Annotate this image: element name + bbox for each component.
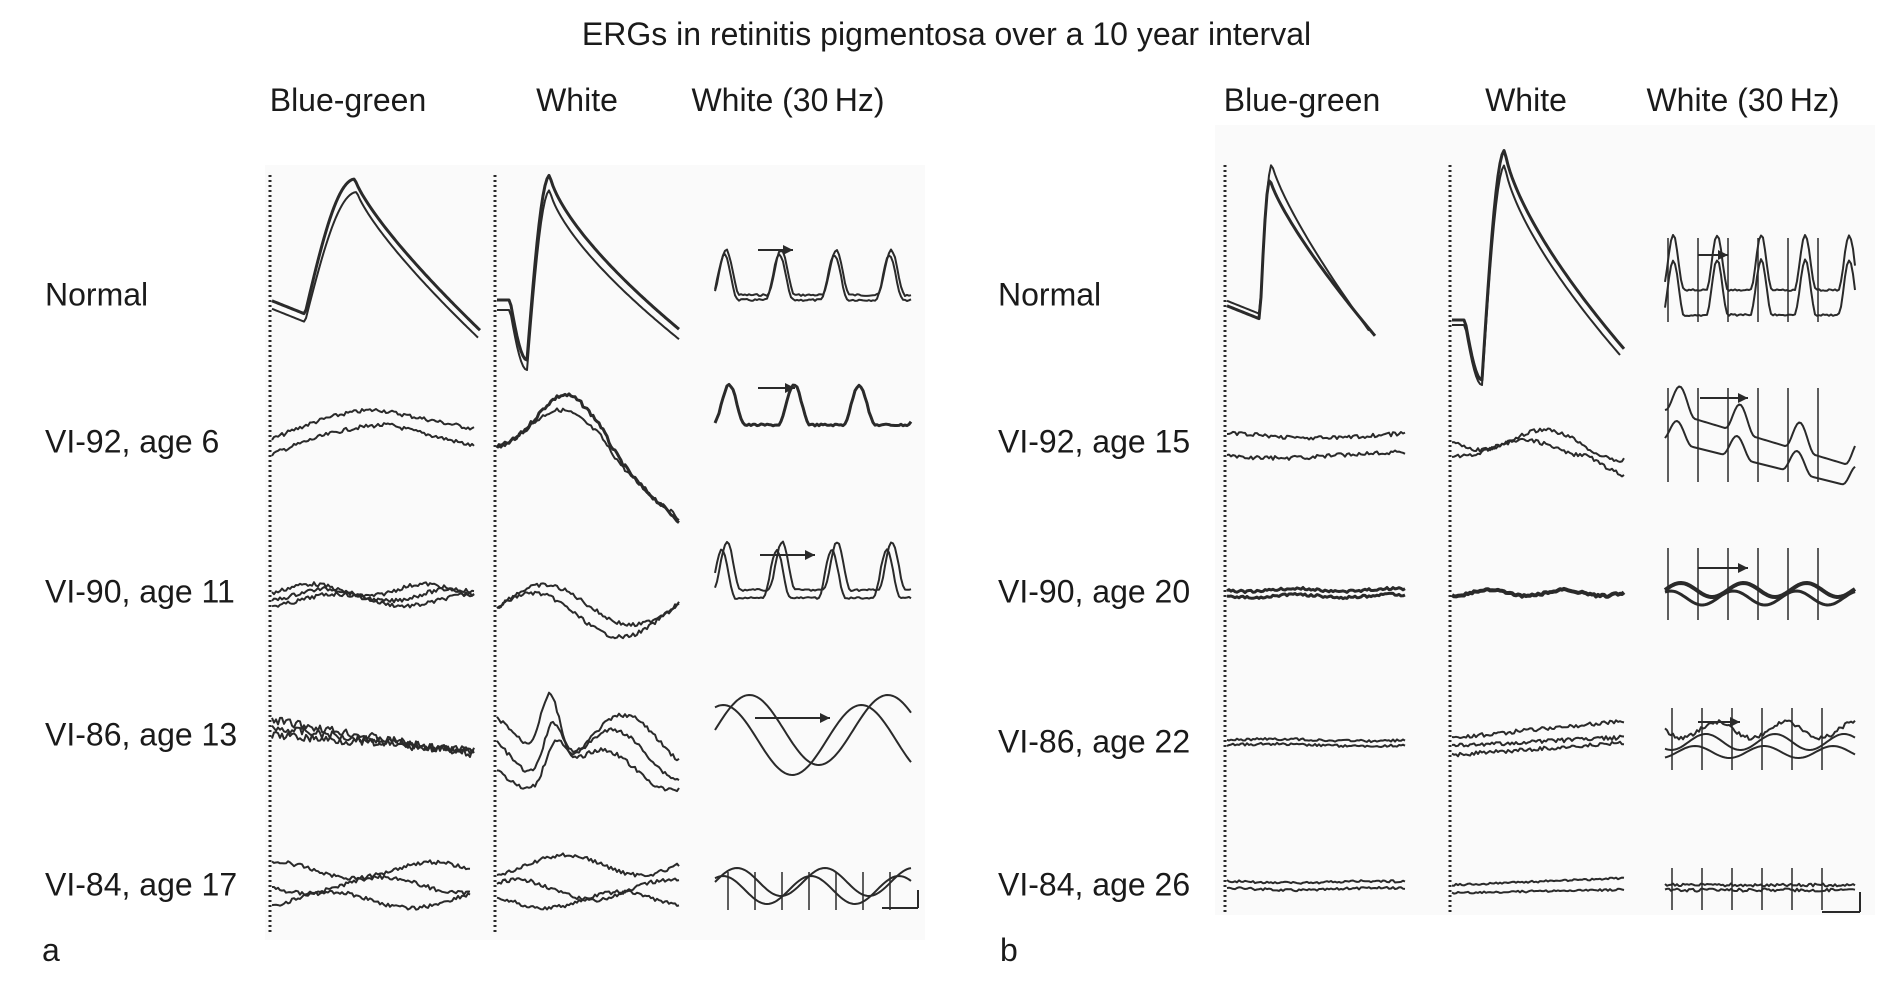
panel-b-column-white: White bbox=[1485, 82, 1567, 118]
panel-b-row-label: VI-90, age 20 bbox=[998, 573, 1191, 610]
erg-trace bbox=[714, 248, 912, 297]
erg-trace bbox=[271, 716, 475, 758]
erg-trace bbox=[496, 720, 680, 781]
erg-trace bbox=[496, 582, 680, 628]
erg-trace bbox=[1664, 385, 1856, 465]
panel-a-row-label: VI-84, age 17 bbox=[45, 866, 238, 903]
latency-arrow-head bbox=[1718, 250, 1728, 260]
erg-trace bbox=[1226, 179, 1377, 337]
erg-trace bbox=[1226, 449, 1406, 461]
latency-arrow-head bbox=[1738, 393, 1748, 403]
erg-trace bbox=[1664, 882, 1856, 888]
panel-a-column-blue-green: Blue-green bbox=[269, 82, 427, 118]
erg-trace bbox=[1451, 740, 1625, 758]
erg-trace bbox=[714, 867, 912, 897]
erg-trace bbox=[1664, 745, 1856, 759]
erg-trace bbox=[272, 874, 471, 896]
erg-trace bbox=[1452, 164, 1621, 386]
erg-trace bbox=[496, 739, 680, 793]
panel-b-letter: b bbox=[1000, 932, 1018, 968]
erg-trace bbox=[271, 859, 471, 881]
erg-trace bbox=[714, 694, 912, 766]
erg-trace bbox=[271, 591, 475, 609]
erg-trace bbox=[1451, 719, 1625, 739]
erg-trace bbox=[1451, 437, 1625, 478]
erg-trace bbox=[271, 191, 479, 339]
erg-trace bbox=[496, 877, 680, 903]
erg-trace bbox=[1226, 737, 1406, 744]
erg-trace bbox=[1451, 876, 1625, 887]
erg-trace bbox=[1226, 879, 1406, 885]
panel-b-row-label: VI-86, age 22 bbox=[998, 723, 1191, 760]
panel-b-row-label: Normal bbox=[998, 276, 1102, 313]
panel-a-column-white: White bbox=[536, 82, 618, 118]
erg-trace bbox=[1451, 734, 1625, 748]
panel-b-row-label: VI-84, age 26 bbox=[998, 866, 1191, 903]
erg-trace bbox=[271, 889, 471, 911]
erg-trace bbox=[714, 548, 912, 600]
panel-a-column-white-30hz: White (30 Hz) bbox=[691, 82, 885, 118]
erg-trace bbox=[714, 540, 912, 592]
erg-trace bbox=[714, 704, 912, 776]
erg-trace bbox=[271, 408, 475, 441]
scale-bar bbox=[882, 890, 919, 909]
erg-trace bbox=[496, 852, 680, 878]
panel-a-background bbox=[265, 165, 925, 940]
erg-trace bbox=[496, 889, 680, 911]
erg-trace bbox=[1451, 887, 1625, 895]
erg-trace bbox=[1664, 234, 1856, 292]
erg-trace bbox=[713, 382, 913, 428]
panel-b-row-label: VI-92, age 15 bbox=[998, 423, 1191, 460]
erg-trace bbox=[271, 731, 475, 754]
erg-trace bbox=[1664, 258, 1856, 317]
erg-trace bbox=[1664, 420, 1856, 486]
latency-arrow-head bbox=[785, 383, 795, 393]
panel-a-row-label: Normal bbox=[45, 276, 149, 313]
erg-trace bbox=[1226, 885, 1406, 893]
erg-trace bbox=[1664, 887, 1856, 893]
erg-trace bbox=[1451, 427, 1625, 463]
latency-arrow-head bbox=[1738, 563, 1748, 573]
latency-arrow-head bbox=[820, 713, 830, 723]
erg-trace bbox=[1226, 430, 1406, 441]
figure-title: ERGs in retinitis pigmentosa over a 10 y… bbox=[581, 16, 1312, 52]
panel-a-letter: a bbox=[42, 932, 60, 968]
erg-trace bbox=[496, 407, 680, 521]
erg-trace bbox=[271, 422, 475, 457]
erg-trace bbox=[497, 189, 680, 371]
erg-trace bbox=[1664, 589, 1856, 607]
latency-arrow-head bbox=[1730, 717, 1740, 727]
erg-trace bbox=[1664, 733, 1856, 751]
erg-trace bbox=[497, 173, 680, 362]
erg-trace bbox=[1226, 741, 1406, 748]
erg-trace bbox=[1663, 581, 1857, 599]
scale-bar bbox=[1822, 892, 1861, 913]
erg-trace bbox=[1664, 719, 1856, 741]
erg-trace bbox=[1452, 149, 1626, 382]
panel-a-row-label: VI-92, age 6 bbox=[45, 423, 220, 460]
erg-trace bbox=[1226, 591, 1406, 601]
erg-trace bbox=[495, 392, 680, 524]
panel-a-row-label: VI-90, age 11 bbox=[45, 573, 235, 610]
erg-trace bbox=[714, 253, 912, 302]
latency-arrow-head bbox=[805, 550, 815, 560]
panel-b-column-blue-green: Blue-green bbox=[1223, 82, 1381, 118]
panel-b-column-white-30hz: White (30 Hz) bbox=[1646, 82, 1840, 118]
erg-trace bbox=[1226, 164, 1370, 332]
erg-trace bbox=[271, 586, 475, 604]
erg-trace bbox=[714, 875, 912, 905]
panel-a-row-label: VI-86, age 13 bbox=[45, 716, 238, 753]
erg-trace bbox=[496, 691, 680, 762]
erg-trace bbox=[1450, 586, 1626, 599]
latency-arrow-head bbox=[783, 245, 793, 255]
erg-trace bbox=[271, 177, 482, 332]
erg-trace bbox=[1226, 586, 1406, 595]
erg-trace bbox=[496, 590, 680, 640]
